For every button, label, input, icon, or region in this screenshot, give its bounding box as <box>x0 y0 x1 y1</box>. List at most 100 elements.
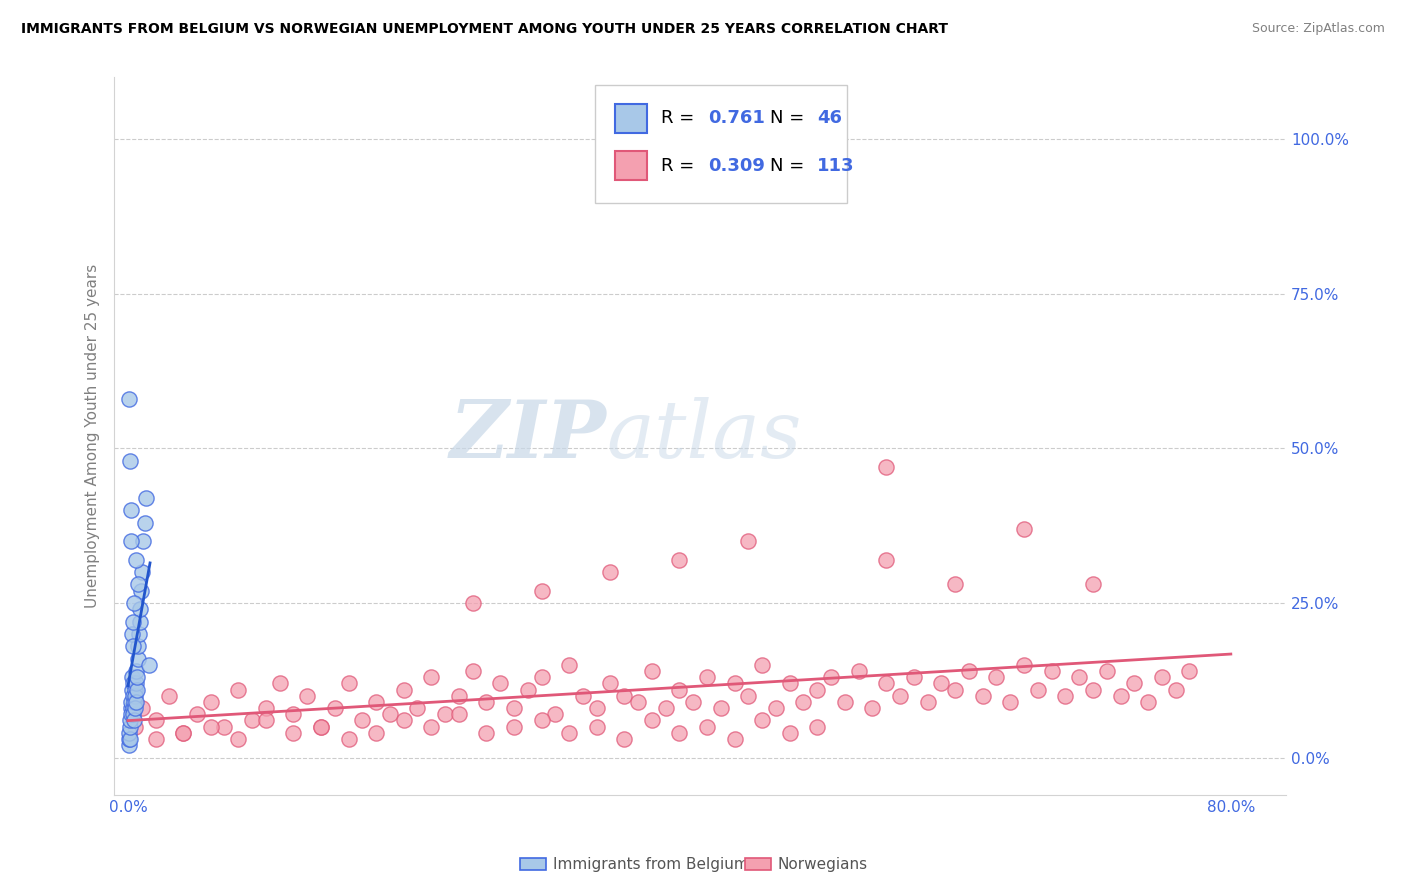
Point <box>337 676 360 690</box>
Point <box>503 701 526 715</box>
Point <box>172 726 194 740</box>
Point <box>132 534 155 549</box>
Point <box>917 695 939 709</box>
Bar <box>614 104 647 133</box>
Point <box>1178 664 1201 678</box>
Point <box>1109 689 1132 703</box>
Point <box>943 682 966 697</box>
Point <box>475 726 498 740</box>
Point <box>128 627 150 641</box>
Point <box>848 664 870 678</box>
Point <box>585 720 607 734</box>
Point <box>406 701 429 715</box>
Point <box>138 657 160 672</box>
Point <box>392 682 415 697</box>
Point <box>723 676 745 690</box>
Point <box>599 676 621 690</box>
Point <box>860 701 883 715</box>
Point <box>309 720 332 734</box>
Point <box>613 689 636 703</box>
Point <box>157 689 180 703</box>
Point <box>392 714 415 728</box>
Point <box>875 676 897 690</box>
Point <box>820 670 842 684</box>
Point <box>120 695 142 709</box>
Point <box>226 682 249 697</box>
Point <box>792 695 814 709</box>
Point <box>131 565 153 579</box>
Point <box>378 707 401 722</box>
Point <box>1026 682 1049 697</box>
Point <box>710 701 733 715</box>
Point <box>214 720 236 734</box>
Point <box>516 682 538 697</box>
Point <box>972 689 994 703</box>
Point <box>558 726 581 740</box>
Point <box>122 615 145 629</box>
Text: 0.761: 0.761 <box>709 110 765 128</box>
Point <box>283 726 305 740</box>
Point <box>121 640 143 654</box>
Point <box>226 732 249 747</box>
Point <box>145 732 167 747</box>
Point <box>558 657 581 672</box>
Point <box>627 695 650 709</box>
Point <box>668 682 690 697</box>
Point <box>129 583 152 598</box>
Point <box>352 714 374 728</box>
Point <box>723 732 745 747</box>
Point <box>806 720 828 734</box>
Point <box>751 657 773 672</box>
Point <box>120 707 142 722</box>
Text: N =: N = <box>770 110 810 128</box>
Text: 0.309: 0.309 <box>709 157 765 175</box>
Point <box>696 720 718 734</box>
Point <box>585 701 607 715</box>
Point <box>124 682 146 697</box>
Point <box>121 682 143 697</box>
Text: atlas: atlas <box>606 397 801 475</box>
Point <box>254 714 277 728</box>
Point <box>283 707 305 722</box>
Point <box>503 720 526 734</box>
Point <box>1000 695 1022 709</box>
Point <box>1081 682 1104 697</box>
Point <box>337 732 360 747</box>
Point <box>125 695 148 709</box>
Point <box>129 602 152 616</box>
Point <box>737 534 759 549</box>
Point <box>986 670 1008 684</box>
Text: Norwegians: Norwegians <box>778 857 868 871</box>
Point <box>834 695 856 709</box>
Point <box>447 707 470 722</box>
Point <box>118 726 141 740</box>
Point <box>696 670 718 684</box>
Point <box>461 664 484 678</box>
Point <box>125 670 148 684</box>
Point <box>186 707 208 722</box>
Y-axis label: Unemployment Among Youth under 25 years: Unemployment Among Youth under 25 years <box>86 264 100 608</box>
Point <box>779 676 801 690</box>
Point <box>668 553 690 567</box>
Point <box>530 583 553 598</box>
Point <box>1069 670 1091 684</box>
Point <box>420 670 443 684</box>
Point <box>131 701 153 715</box>
Point <box>121 701 143 715</box>
Point <box>200 720 222 734</box>
Point <box>447 689 470 703</box>
Point <box>200 695 222 709</box>
Point <box>461 596 484 610</box>
Text: R =: R = <box>661 157 700 175</box>
Point <box>121 689 143 703</box>
Point <box>1054 689 1077 703</box>
Point <box>779 726 801 740</box>
Point <box>122 676 145 690</box>
Text: Immigrants from Belgium: Immigrants from Belgium <box>553 857 748 871</box>
Point <box>1095 664 1118 678</box>
Point <box>120 534 142 549</box>
Point <box>1150 670 1173 684</box>
Point <box>122 714 145 728</box>
FancyBboxPatch shape <box>595 85 846 203</box>
Text: R =: R = <box>661 110 700 128</box>
